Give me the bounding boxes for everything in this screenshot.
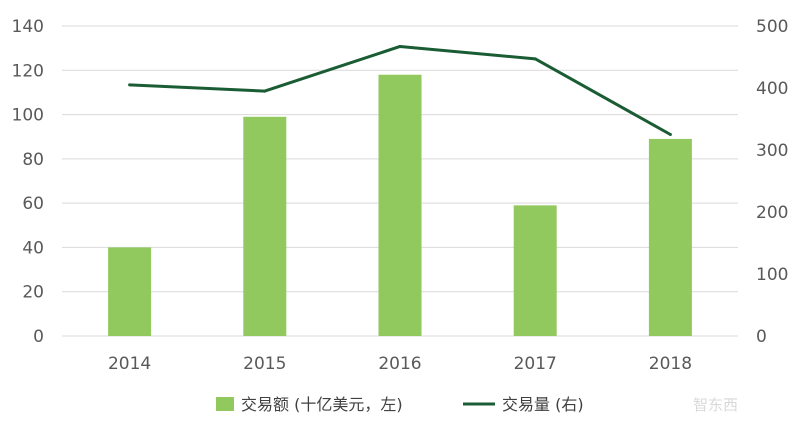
legend-label-bar: 交易额 (十亿美元，左)	[241, 395, 403, 414]
line-point-2014	[128, 83, 132, 87]
x-tick-label: 2014	[108, 354, 151, 374]
left-tick-label: 40	[22, 238, 44, 258]
bar-2016	[378, 74, 422, 336]
right-tick-label: 0	[756, 327, 767, 347]
right-axis-ticks: 0 100 200 300 400 500	[756, 17, 788, 347]
left-tick-label: 120	[12, 61, 44, 81]
left-tick-label: 80	[22, 150, 44, 170]
line-point-2018	[668, 133, 672, 136]
x-tick-label: 2016	[378, 354, 421, 374]
line-point-2017	[533, 57, 537, 61]
right-tick-label: 500	[756, 17, 788, 37]
bar-2015	[243, 116, 287, 337]
right-tick-label: 200	[756, 203, 788, 223]
watermark: 智东西	[693, 396, 738, 414]
legend-swatch-bar	[216, 397, 234, 411]
bar-2017	[513, 205, 557, 336]
bar-series	[108, 74, 692, 337]
right-tick-label: 300	[756, 141, 788, 161]
line-series	[128, 44, 672, 136]
x-tick-label: 2015	[243, 354, 286, 374]
right-tick-label: 100	[756, 265, 788, 285]
legend-label-line: 交易量 (右)	[502, 395, 584, 414]
left-tick-label: 0	[33, 327, 44, 347]
bar-2018	[648, 138, 692, 336]
line-point-2015	[263, 89, 267, 93]
right-tick-label: 400	[756, 79, 788, 99]
left-tick-label: 140	[12, 17, 44, 37]
x-tick-label: 2018	[649, 354, 692, 374]
left-tick-label: 100	[12, 106, 44, 126]
legend: 交易额 (十亿美元，左) 交易量 (右)	[216, 395, 584, 414]
bar-2014	[108, 247, 152, 336]
left-tick-label: 20	[22, 283, 44, 303]
left-tick-label: 60	[22, 194, 44, 214]
watermark-text: 智东西	[693, 396, 738, 414]
x-tick-label: 2017	[514, 354, 557, 374]
line-point-2016	[398, 44, 402, 48]
x-axis-ticks: 2014 2015 2016 2017 2018	[108, 354, 692, 374]
left-axis-ticks: 0 20 40 60 80 100 120 140	[12, 17, 44, 347]
